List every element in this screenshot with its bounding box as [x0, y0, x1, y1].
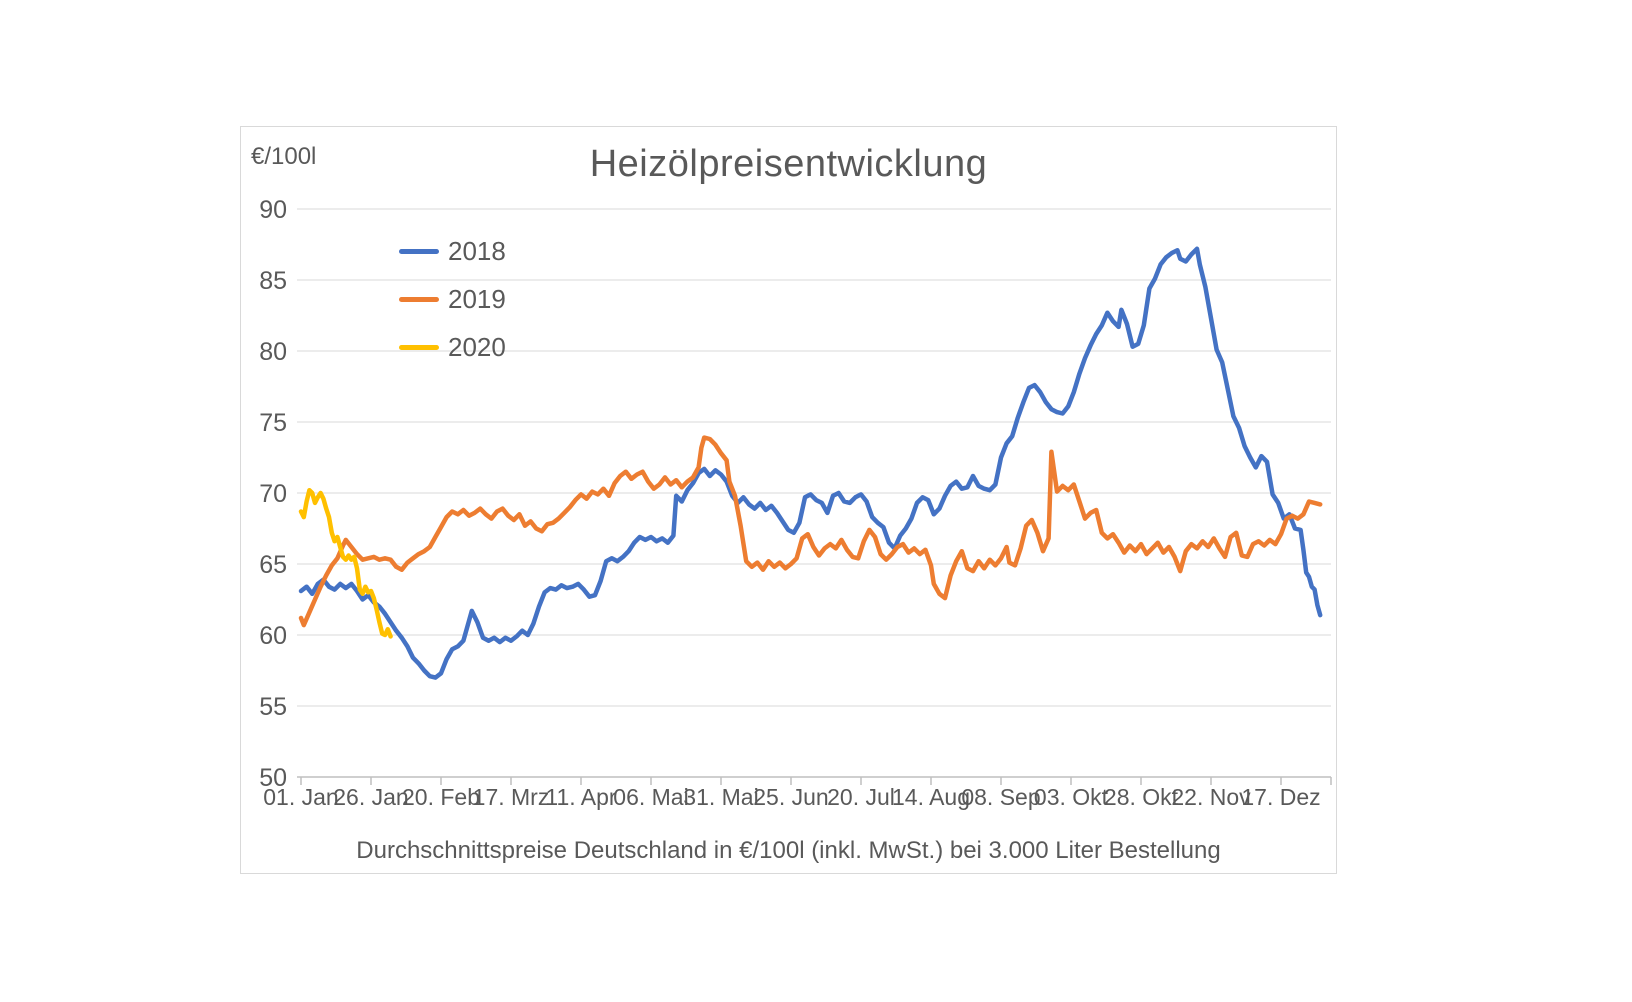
x-tick-label: 22. Nov [1171, 784, 1251, 810]
x-tick-label: 28. Okt [1104, 784, 1179, 810]
y-tick-label: 55 [259, 693, 287, 721]
y-tick-label: 90 [259, 196, 287, 224]
x-tick-label: 17. Mrz [473, 784, 550, 810]
y-tick-label: 75 [259, 409, 287, 437]
y-axis-title: €/100l [251, 143, 317, 170]
legend-swatch-2020 [399, 345, 439, 350]
y-tick-label: 50 [259, 764, 287, 792]
y-tick-label: 70 [259, 480, 287, 508]
series-line-2018[interactable] [298, 246, 1323, 680]
x-tick-label: 25. Jun [753, 784, 828, 810]
y-tick-label: 85 [259, 267, 287, 295]
x-tick-label: 01. Jan [263, 784, 338, 810]
x-tick-label: 20. Feb [402, 784, 480, 810]
x-tick-label: 11. Apr [545, 784, 617, 810]
x-tick-label: 17. Dez [1241, 784, 1320, 810]
series-line-2020[interactable] [298, 487, 393, 639]
y-tick-label: 80 [259, 338, 287, 366]
legend-item-2019[interactable]: 2019 [399, 284, 506, 314]
chart-caption: Durchschnittspreise Deutschland in €/100… [356, 837, 1221, 864]
legend-swatch-2018 [399, 249, 439, 254]
legend-label-2018: 2018 [448, 236, 506, 266]
legend-item-2018[interactable]: 2018 [399, 236, 506, 266]
x-tick-label: 03. Okt [1034, 784, 1109, 810]
x-tick-label: 31. Mai [683, 784, 758, 810]
legend-item-2020[interactable]: 2020 [399, 332, 506, 362]
series-line-2019[interactable] [298, 435, 1323, 628]
x-tick-label: 14. Aug [892, 784, 970, 810]
legend-label-2020: 2020 [448, 332, 506, 362]
x-tick-label: 06. Mai [613, 784, 688, 810]
x-tick-label: 08. Sep [961, 784, 1040, 810]
chart-area: 50 55 60 65 70 75 80 85 90 01. Jan 26. Jan 20. Feb 1… [240, 126, 1337, 874]
y-tick-label: 60 [259, 622, 287, 650]
y-tick-label: 65 [259, 551, 287, 579]
legend-swatch-2019 [399, 297, 439, 302]
x-tick-label: 26. Jan [333, 784, 408, 810]
x-tick-label: 20. Jul [827, 784, 895, 810]
legend-label-2019: 2019 [448, 284, 506, 314]
chart-title: Heizölpreisentwicklung [589, 143, 988, 185]
legend: 2018 2019 2020 [399, 236, 506, 362]
